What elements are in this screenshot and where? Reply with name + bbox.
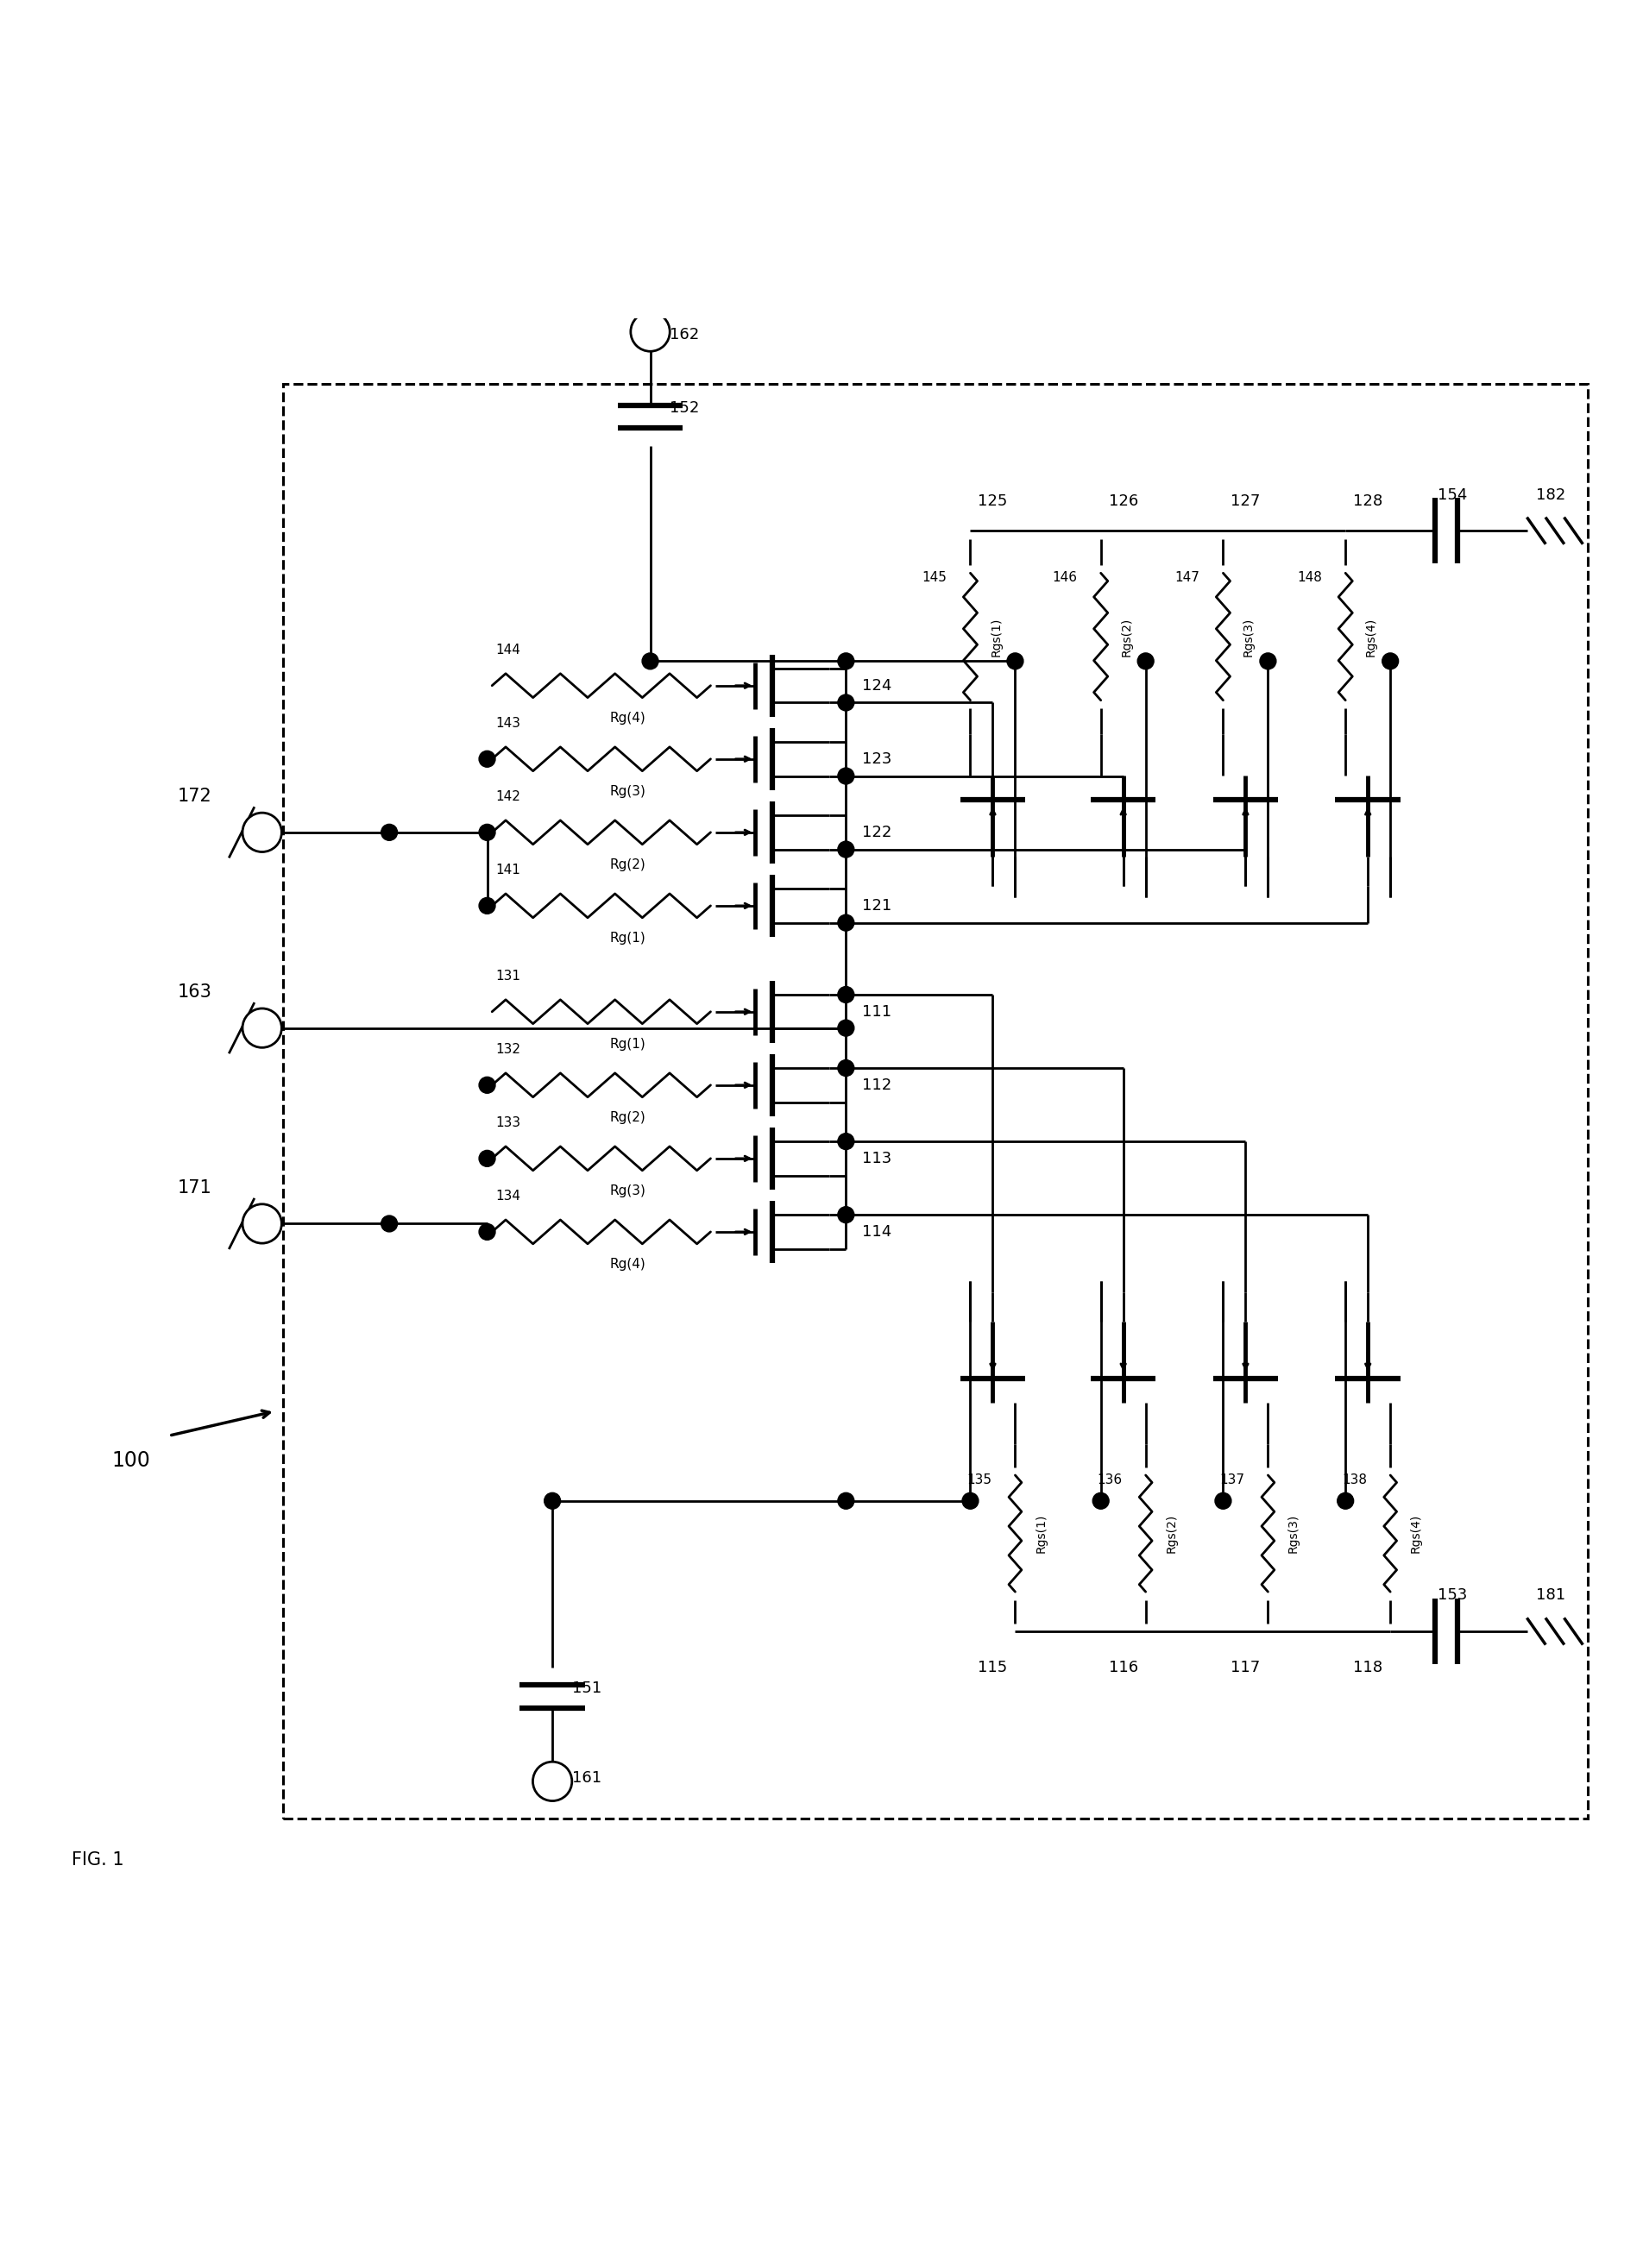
- Text: 146: 146: [1053, 572, 1078, 585]
- Text: 142: 142: [495, 789, 521, 803]
- Circle shape: [838, 841, 854, 857]
- Text: Rg(2): Rg(2): [610, 1111, 646, 1125]
- Circle shape: [480, 823, 495, 841]
- Text: Rgs(4): Rgs(4): [1365, 617, 1377, 655]
- Circle shape: [838, 1492, 854, 1508]
- Circle shape: [480, 1077, 495, 1093]
- Text: 118: 118: [1354, 1660, 1383, 1676]
- Circle shape: [1137, 653, 1153, 669]
- Text: 148: 148: [1296, 572, 1323, 585]
- Circle shape: [381, 1216, 398, 1232]
- Text: 141: 141: [495, 864, 521, 875]
- Text: 162: 162: [670, 327, 700, 342]
- Text: 153: 153: [1438, 1588, 1467, 1603]
- Circle shape: [243, 1009, 281, 1048]
- Text: 137: 137: [1219, 1474, 1245, 1486]
- Text: 161: 161: [572, 1771, 601, 1785]
- Text: 134: 134: [495, 1188, 521, 1202]
- Text: 152: 152: [670, 401, 700, 415]
- Text: 121: 121: [863, 898, 892, 914]
- Circle shape: [838, 769, 854, 785]
- Text: Rg(1): Rg(1): [610, 932, 646, 946]
- Circle shape: [838, 1207, 854, 1222]
- Circle shape: [838, 694, 854, 710]
- Text: 172: 172: [177, 787, 212, 805]
- Text: 138: 138: [1342, 1474, 1367, 1486]
- Circle shape: [480, 1150, 495, 1166]
- Text: Rg(3): Rg(3): [610, 1184, 646, 1198]
- Circle shape: [480, 898, 495, 914]
- Text: Rg(1): Rg(1): [610, 1039, 646, 1050]
- Circle shape: [838, 1134, 854, 1150]
- Circle shape: [480, 1225, 495, 1241]
- Text: Rgs(1): Rgs(1): [989, 617, 1002, 655]
- Text: 147: 147: [1175, 572, 1199, 585]
- Text: Rg(3): Rg(3): [610, 785, 646, 798]
- Text: 125: 125: [978, 494, 1007, 508]
- Text: 100: 100: [112, 1449, 151, 1470]
- Text: 115: 115: [978, 1660, 1007, 1676]
- Text: 163: 163: [177, 984, 212, 1000]
- Circle shape: [480, 751, 495, 767]
- Text: 171: 171: [177, 1179, 212, 1198]
- Text: 181: 181: [1536, 1588, 1566, 1603]
- Circle shape: [838, 1021, 854, 1036]
- Circle shape: [532, 1762, 572, 1801]
- Circle shape: [838, 987, 854, 1002]
- Circle shape: [243, 1204, 281, 1243]
- Text: Rgs(3): Rgs(3): [1288, 1515, 1300, 1554]
- Text: 124: 124: [863, 678, 892, 694]
- Text: 144: 144: [495, 644, 521, 655]
- Circle shape: [1382, 653, 1398, 669]
- Text: 132: 132: [495, 1043, 521, 1055]
- Text: 135: 135: [966, 1474, 992, 1486]
- Circle shape: [1093, 1492, 1109, 1508]
- Text: 133: 133: [495, 1116, 521, 1129]
- Text: Rgs(2): Rgs(2): [1121, 617, 1132, 655]
- Circle shape: [963, 1492, 979, 1508]
- Text: Rgs(3): Rgs(3): [1242, 617, 1255, 655]
- Circle shape: [642, 653, 659, 669]
- Text: 122: 122: [863, 826, 892, 839]
- Text: 111: 111: [863, 1005, 892, 1021]
- Text: Rg(4): Rg(4): [610, 1259, 646, 1270]
- Circle shape: [838, 914, 854, 930]
- Circle shape: [631, 313, 670, 352]
- Circle shape: [1007, 653, 1024, 669]
- Circle shape: [838, 653, 854, 669]
- Text: 116: 116: [1109, 1660, 1139, 1676]
- Text: 123: 123: [863, 751, 892, 767]
- Circle shape: [838, 1059, 854, 1077]
- Circle shape: [1260, 653, 1277, 669]
- Text: 143: 143: [495, 717, 521, 730]
- Text: 182: 182: [1536, 488, 1566, 503]
- Text: 151: 151: [572, 1681, 601, 1696]
- Text: Rgs(4): Rgs(4): [1410, 1515, 1421, 1554]
- Text: 154: 154: [1438, 488, 1467, 503]
- Text: 114: 114: [863, 1225, 892, 1241]
- Text: Rg(4): Rg(4): [610, 712, 646, 726]
- Text: 113: 113: [863, 1150, 892, 1166]
- Circle shape: [243, 812, 281, 853]
- Text: 131: 131: [495, 968, 521, 982]
- Text: Rgs(2): Rgs(2): [1165, 1515, 1178, 1554]
- Text: 112: 112: [863, 1077, 892, 1093]
- Text: 136: 136: [1098, 1474, 1122, 1486]
- Circle shape: [544, 1492, 560, 1508]
- Text: 117: 117: [1231, 1660, 1260, 1676]
- Text: FIG. 1: FIG. 1: [71, 1851, 123, 1869]
- Circle shape: [381, 823, 398, 841]
- Text: 128: 128: [1354, 494, 1383, 508]
- Text: 145: 145: [922, 572, 946, 585]
- Circle shape: [1214, 1492, 1231, 1508]
- Text: Rg(2): Rg(2): [610, 860, 646, 871]
- Circle shape: [1337, 1492, 1354, 1508]
- Text: Rgs(1): Rgs(1): [1035, 1515, 1047, 1554]
- Text: 126: 126: [1109, 494, 1139, 508]
- Text: 127: 127: [1231, 494, 1260, 508]
